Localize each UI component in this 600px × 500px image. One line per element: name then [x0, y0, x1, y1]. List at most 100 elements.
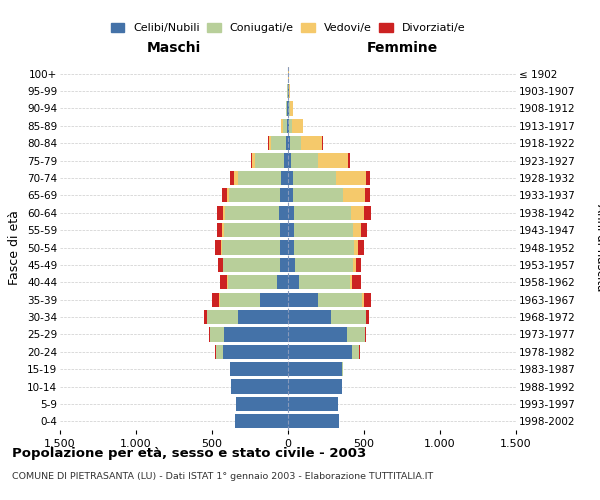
Y-axis label: Anni di nascita: Anni di nascita — [593, 204, 600, 291]
Bar — [317, 292, 362, 307]
Bar — [271, 136, 286, 150]
Bar — [288, 414, 339, 428]
Bar — [358, 240, 364, 254]
Bar — [216, 344, 223, 359]
Text: COMUNE DI PIETRASANTA (LU) - Dati ISTAT 1° gennaio 2003 - Elaborazione TUTTITALI: COMUNE DI PIETRASANTA (LU) - Dati ISTAT … — [12, 472, 433, 481]
Bar — [227, 275, 228, 289]
Bar — [288, 84, 289, 98]
Bar — [234, 171, 238, 185]
Bar — [279, 206, 288, 220]
Bar — [362, 292, 364, 307]
Bar — [288, 344, 352, 359]
Bar — [366, 310, 369, 324]
Bar — [212, 292, 219, 307]
Y-axis label: Fasce di età: Fasce di età — [8, 210, 22, 285]
Bar — [359, 344, 360, 359]
Bar — [365, 188, 370, 202]
Bar — [354, 240, 358, 254]
Bar — [288, 240, 294, 254]
Bar — [288, 223, 294, 237]
Bar — [280, 258, 288, 272]
Bar — [365, 328, 366, 342]
Bar — [336, 171, 365, 185]
Bar — [215, 344, 216, 359]
Bar — [238, 310, 288, 324]
Bar — [292, 118, 302, 133]
Bar — [289, 118, 292, 133]
Bar — [280, 223, 288, 237]
Bar — [284, 154, 288, 168]
Bar — [231, 380, 288, 394]
Bar — [217, 223, 223, 237]
Bar — [295, 258, 353, 272]
Bar — [223, 344, 288, 359]
Bar — [204, 310, 207, 324]
Bar — [227, 188, 229, 202]
Bar — [288, 380, 342, 394]
Bar — [352, 344, 359, 359]
Bar — [294, 223, 353, 237]
Bar — [208, 310, 238, 324]
Text: Popolazione per età, sesso e stato civile - 2003: Popolazione per età, sesso e stato civil… — [12, 448, 366, 460]
Bar — [209, 328, 211, 342]
Bar — [288, 362, 342, 376]
Bar — [288, 206, 294, 220]
Bar — [343, 188, 365, 202]
Bar — [223, 258, 280, 272]
Bar — [294, 206, 351, 220]
Bar — [238, 171, 281, 185]
Bar — [365, 310, 366, 324]
Bar — [361, 223, 367, 237]
Bar — [288, 328, 347, 342]
Legend: Celibi/Nubili, Coniugati/e, Vedovi/e, Divorziati/e: Celibi/Nubili, Coniugati/e, Vedovi/e, Di… — [107, 20, 469, 36]
Bar — [331, 310, 365, 324]
Bar — [288, 118, 289, 133]
Bar — [269, 136, 271, 150]
Bar — [254, 154, 284, 168]
Text: Femmine: Femmine — [367, 40, 437, 54]
Bar — [288, 154, 291, 168]
Bar — [351, 206, 364, 220]
Bar — [288, 397, 338, 411]
Bar — [348, 154, 350, 168]
Bar — [281, 171, 288, 185]
Bar — [364, 206, 371, 220]
Bar — [294, 240, 354, 254]
Bar — [222, 240, 280, 254]
Bar — [301, 136, 322, 150]
Bar — [288, 275, 299, 289]
Text: Maschi: Maschi — [147, 40, 201, 54]
Bar — [235, 414, 288, 428]
Bar — [252, 154, 254, 168]
Bar — [288, 136, 290, 150]
Bar — [289, 102, 290, 116]
Bar — [322, 136, 323, 150]
Bar — [230, 171, 234, 185]
Bar — [365, 171, 370, 185]
Bar — [291, 154, 318, 168]
Bar — [342, 362, 343, 376]
Bar — [288, 310, 331, 324]
Bar — [356, 258, 361, 272]
Bar — [223, 223, 224, 237]
Bar — [288, 292, 317, 307]
Bar — [280, 188, 288, 202]
Bar — [229, 188, 280, 202]
Bar — [220, 275, 227, 289]
Bar — [287, 118, 288, 133]
Bar — [223, 206, 225, 220]
Bar — [268, 136, 269, 150]
Bar — [224, 328, 288, 342]
Bar — [353, 223, 361, 237]
Bar — [288, 171, 293, 185]
Bar — [219, 292, 220, 307]
Bar — [347, 328, 365, 342]
Bar — [225, 206, 279, 220]
Bar — [350, 275, 352, 289]
Bar — [299, 275, 350, 289]
Bar — [277, 275, 288, 289]
Bar — [288, 258, 295, 272]
Bar — [353, 258, 356, 272]
Bar — [228, 275, 277, 289]
Bar — [251, 154, 252, 168]
